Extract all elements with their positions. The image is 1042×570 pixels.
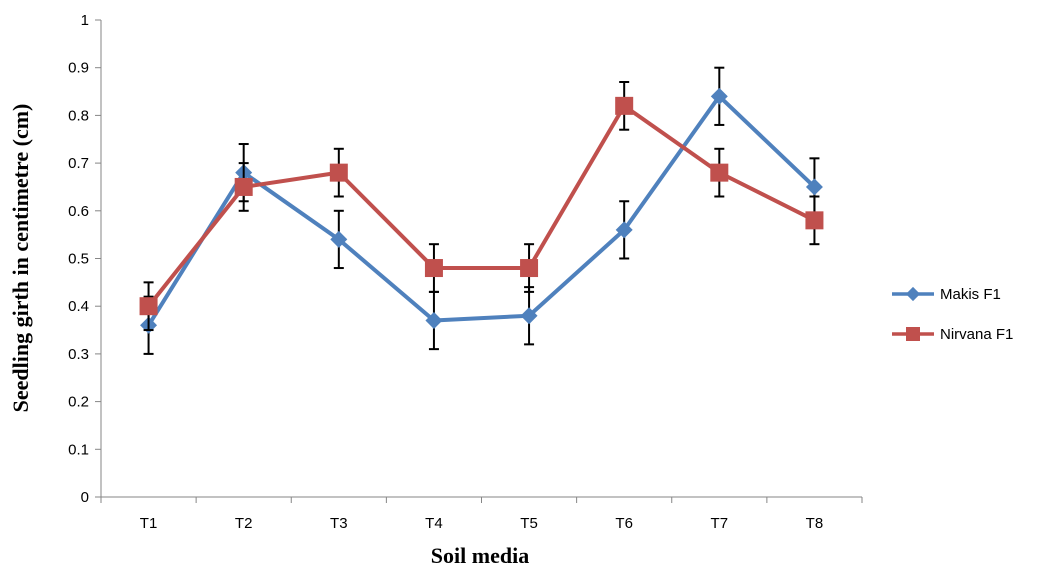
x-tick-label: T5 <box>520 515 538 532</box>
y-tick-label: 0.1 <box>68 441 89 458</box>
data-point-nirvana <box>424 259 443 278</box>
data-point-nirvana <box>805 211 824 230</box>
legend-label-nirvana: Nirvana F1 <box>940 326 1013 343</box>
x-tick-label: T8 <box>806 515 824 532</box>
legend: Makis F1 Nirvana F1 <box>892 286 1013 343</box>
data-point-makis <box>520 307 538 325</box>
data-point-nirvana <box>710 163 729 182</box>
legend-marker-makis-diamond <box>905 286 921 302</box>
y-tick-label: 0.5 <box>68 251 89 268</box>
y-tick-label: 0.4 <box>68 298 89 315</box>
y-tick-label: 1 <box>81 12 89 29</box>
data-point-nirvana <box>520 259 539 278</box>
x-axis-title: Soil media <box>431 543 529 568</box>
y-ticks: 0 0.1 0.2 0.3 0.4 0.5 0.6 0.7 0.8 0.9 1 <box>68 12 101 506</box>
data-point-nirvana <box>615 96 634 115</box>
data-point-makis <box>615 221 633 239</box>
legend-marker-nirvana-square <box>906 327 920 341</box>
x-tick-label: T6 <box>615 515 633 532</box>
legend-item-nirvana: Nirvana F1 <box>892 326 1013 343</box>
legend-item-makis: Makis F1 <box>892 286 1001 303</box>
y-tick-label: 0.9 <box>68 60 89 77</box>
x-tick-label: T2 <box>235 515 253 532</box>
x-tick-label: T1 <box>140 515 158 532</box>
series-line-nirvana <box>146 103 816 308</box>
data-point-makis <box>805 178 823 196</box>
x-tick-label: T4 <box>425 515 443 532</box>
axes <box>100 20 862 498</box>
data-point-makis <box>425 312 443 329</box>
y-tick-label: 0.6 <box>68 203 89 220</box>
x-tick-label: T3 <box>330 515 348 532</box>
y-tick-label: 0 <box>81 489 89 506</box>
data-point-nirvana <box>234 177 253 196</box>
series <box>139 66 824 355</box>
data-point-nirvana <box>139 297 158 316</box>
y-axis-title: Seedling girth in centimetre (cm) <box>8 104 33 413</box>
y-tick-label: 0.3 <box>68 346 89 363</box>
y-tick-label: 0.8 <box>68 107 89 124</box>
x-ticks: T1 T2 T3 T4 T5 T6 T7 T8 <box>100 497 863 532</box>
data-point-makis <box>710 87 728 105</box>
y-tick-label: 0.7 <box>68 155 89 172</box>
legend-label-makis: Makis F1 <box>940 286 1001 303</box>
y-tick-label: 0.2 <box>68 394 89 411</box>
x-tick-label: T7 <box>711 515 729 532</box>
data-point-nirvana <box>329 163 348 182</box>
series-nirvana <box>139 81 824 332</box>
data-point-makis <box>330 230 348 248</box>
